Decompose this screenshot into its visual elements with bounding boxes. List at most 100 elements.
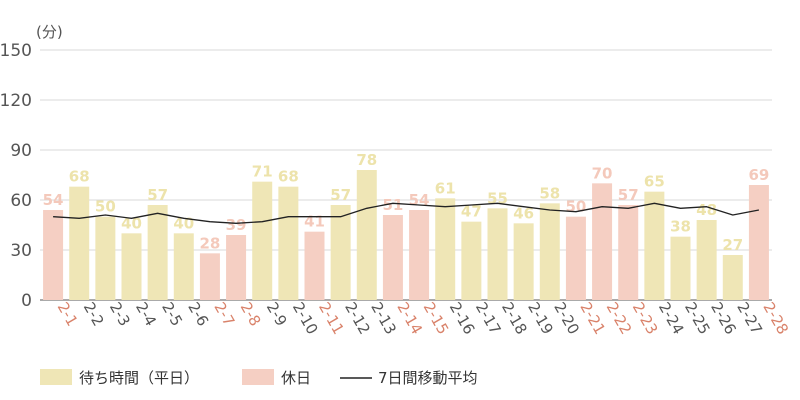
legend-label-moving-average: 7日間移動平均 xyxy=(378,369,478,387)
x-tick-label: 2-12 xyxy=(341,299,374,337)
bar-value-label: 50 xyxy=(565,198,586,216)
x-tick-label: 2-6 xyxy=(184,299,212,329)
bar-value-label: 46 xyxy=(513,204,534,222)
x-tick-label: 2-2 xyxy=(80,299,108,329)
x-tick-label: 2-23 xyxy=(629,299,662,337)
bar xyxy=(252,181,273,300)
bar-value-label: 54 xyxy=(409,191,430,209)
x-tick-label: 2-17 xyxy=(472,299,505,337)
bar xyxy=(644,191,665,300)
bar-value-label: 27 xyxy=(722,236,743,254)
bar-value-label: 38 xyxy=(670,218,691,236)
bar xyxy=(147,205,168,300)
x-tick-label: 2-7 xyxy=(210,299,238,329)
bar-value-label: 40 xyxy=(121,214,142,232)
bar xyxy=(461,221,482,300)
y-axis-ticks: 0 30 60 90 120 150 xyxy=(0,41,32,311)
y-tick-label: 30 xyxy=(10,241,32,261)
moving-average-line xyxy=(53,202,760,224)
x-tick-label: 2-11 xyxy=(315,299,348,337)
bar-value-label: 57 xyxy=(147,186,168,204)
bar-value-label: 39 xyxy=(226,216,247,234)
bar xyxy=(278,186,299,300)
y-tick-label: 0 xyxy=(21,291,32,311)
moving-average-layer xyxy=(53,202,760,224)
x-tick-label: 2-8 xyxy=(237,299,265,329)
y-axis-unit-label: (分) xyxy=(36,23,63,41)
bar xyxy=(330,205,351,300)
bar xyxy=(487,208,508,300)
x-tick-label: 2-21 xyxy=(576,299,609,337)
bar-value-label: 71 xyxy=(252,163,273,181)
legend-label-holiday: 休日 xyxy=(281,369,311,387)
bar-value-label: 48 xyxy=(696,201,717,219)
bar xyxy=(435,198,456,300)
legend-swatch-holiday xyxy=(242,369,274,385)
bar xyxy=(43,210,64,300)
bar xyxy=(696,220,717,300)
bar-value-label: 58 xyxy=(539,184,560,202)
bar-value-label: 57 xyxy=(618,186,639,204)
legend-label-weekday: 待ち時間（平日） xyxy=(79,369,199,387)
bar xyxy=(382,215,403,300)
x-tick-label: 2-18 xyxy=(498,299,531,337)
x-axis-ticks: 2-12-22-32-42-52-62-72-82-92-102-112-122… xyxy=(54,299,792,337)
bar xyxy=(226,235,247,300)
x-tick-label: 2-25 xyxy=(681,299,714,337)
bar xyxy=(513,223,534,300)
x-tick-label: 2-26 xyxy=(707,299,740,337)
bar xyxy=(356,170,377,300)
bar-value-label: 78 xyxy=(356,151,377,169)
y-tick-label: 120 xyxy=(0,91,32,111)
x-tick-label: 2-14 xyxy=(393,299,426,337)
bar-value-label: 68 xyxy=(278,168,299,186)
bar-value-label: 28 xyxy=(199,234,220,252)
bar xyxy=(69,186,90,300)
x-tick-label: 2-4 xyxy=(132,299,160,329)
y-tick-label: 150 xyxy=(0,41,32,61)
bar xyxy=(304,231,325,300)
bar-value-label: 57 xyxy=(330,186,351,204)
bar-value-label: 51 xyxy=(382,196,403,214)
bar-value-label: 50 xyxy=(95,198,116,216)
x-tick-label: 2-16 xyxy=(446,299,479,337)
bar-value-label: 70 xyxy=(592,164,613,182)
bar xyxy=(409,210,430,300)
bar xyxy=(565,216,586,300)
bars xyxy=(43,170,769,300)
legend: 待ち時間（平日） 休日 7日間移動平均 xyxy=(40,369,478,387)
x-tick-label: 2-15 xyxy=(420,299,453,337)
legend-swatch-weekday xyxy=(40,369,72,385)
x-tick-label: 2-9 xyxy=(263,299,291,329)
x-tick-label: 2-22 xyxy=(603,299,636,337)
bar xyxy=(121,233,142,300)
x-tick-label: 2-19 xyxy=(524,299,557,337)
x-tick-label: 2-20 xyxy=(550,299,583,337)
x-tick-label: 2-28 xyxy=(759,299,792,337)
y-tick-label: 90 xyxy=(10,141,32,161)
x-tick-label: 2-27 xyxy=(733,299,766,337)
bar xyxy=(748,185,769,300)
x-tick-label: 2-3 xyxy=(106,299,134,329)
bar xyxy=(592,183,613,300)
bar-value-label: 41 xyxy=(304,213,325,231)
bar-value-label: 68 xyxy=(69,168,90,186)
bar xyxy=(618,205,639,300)
x-tick-label: 2-1 xyxy=(54,299,82,329)
bar-value-label: 65 xyxy=(644,173,665,191)
bar-value-label: 55 xyxy=(487,189,508,207)
bar xyxy=(95,216,116,300)
x-tick-label: 2-10 xyxy=(289,299,322,337)
y-tick-label: 60 xyxy=(10,191,32,211)
bar-value-label: 47 xyxy=(461,203,482,221)
x-tick-label: 2-5 xyxy=(158,299,186,329)
bar xyxy=(199,253,220,300)
x-tick-label: 2-24 xyxy=(655,299,688,337)
x-tick-label: 2-13 xyxy=(367,299,400,337)
bar-value-label: 69 xyxy=(748,166,769,184)
bar xyxy=(539,203,560,300)
bar-value-label: 54 xyxy=(43,191,64,209)
bar xyxy=(173,233,194,300)
bar xyxy=(670,236,691,300)
